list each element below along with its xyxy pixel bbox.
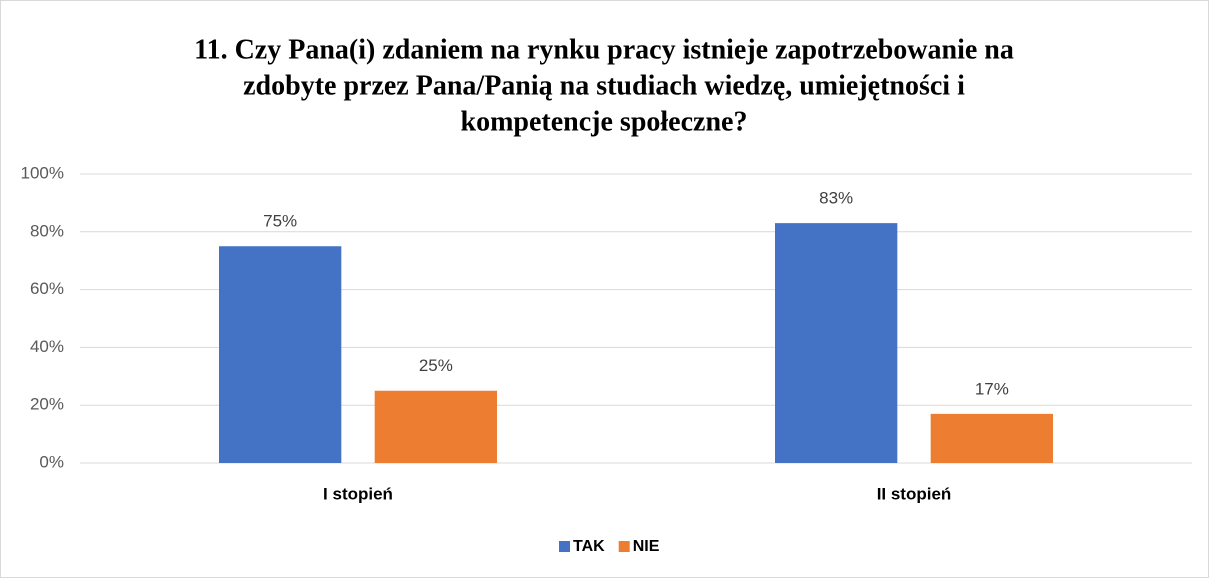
legend-swatch <box>559 541 570 552</box>
y-tick-label: 100% <box>21 163 64 182</box>
y-tick-label: 60% <box>30 279 64 298</box>
data-label: 83% <box>819 189 853 208</box>
bar <box>219 246 342 463</box>
y-tick-label: 20% <box>30 395 64 414</box>
y-tick-label: 80% <box>30 221 64 240</box>
x-tick-label: II stopień <box>877 484 952 503</box>
bar <box>775 223 898 463</box>
bar <box>374 390 497 463</box>
data-label: 25% <box>419 356 453 375</box>
y-tick-label: 0% <box>39 452 64 471</box>
bar <box>930 413 1053 463</box>
legend-label: NIE <box>633 538 660 555</box>
data-label: 75% <box>263 212 297 231</box>
legend-label: TAK <box>573 538 605 555</box>
x-tick-label: I stopień <box>323 484 393 503</box>
legend-swatch <box>618 541 630 552</box>
chart-title: kompetencje społeczne? <box>461 106 748 137</box>
chart-title: 11. Czy Pana(i) zdaniem na rynku pracy i… <box>194 34 1014 65</box>
chart-title: zdobyte przez Pana/Panią na studiach wie… <box>243 70 965 101</box>
data-label: 17% <box>975 379 1009 398</box>
y-tick-label: 40% <box>30 337 64 356</box>
